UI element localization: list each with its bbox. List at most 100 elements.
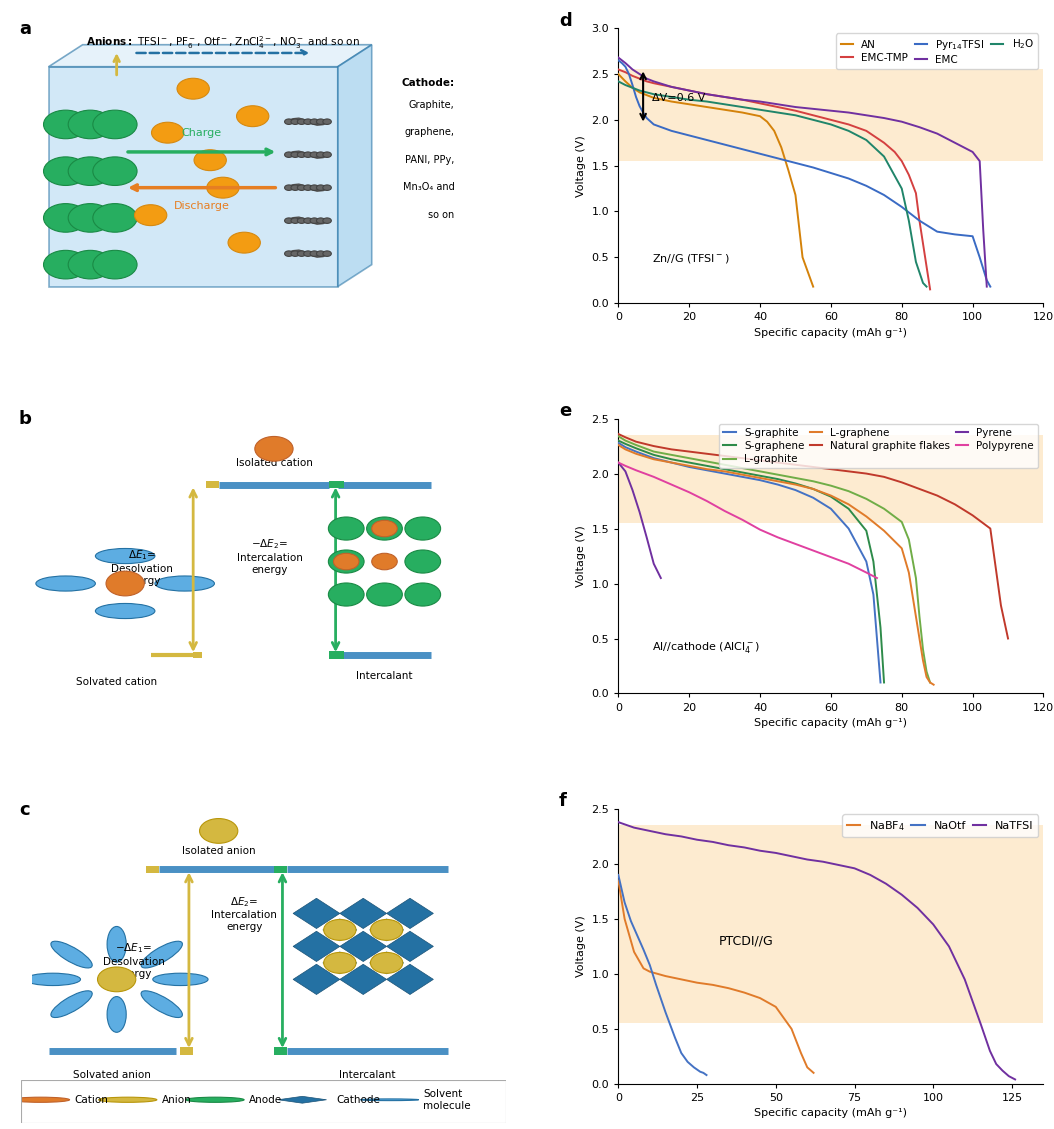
Text: graphene,: graphene, bbox=[405, 128, 454, 138]
Polygon shape bbox=[387, 899, 433, 928]
Ellipse shape bbox=[360, 1099, 418, 1101]
Circle shape bbox=[186, 1097, 245, 1102]
Circle shape bbox=[93, 111, 137, 139]
Circle shape bbox=[194, 150, 227, 170]
Circle shape bbox=[367, 517, 403, 540]
Polygon shape bbox=[339, 964, 387, 995]
Circle shape bbox=[297, 185, 306, 191]
Text: so on: so on bbox=[428, 210, 454, 220]
Legend: NaBF$_4$, NaOtf, NaTFSI: NaBF$_4$, NaOtf, NaTFSI bbox=[842, 814, 1038, 838]
Text: Cathode: Cathode bbox=[336, 1095, 380, 1105]
Bar bbox=[619, 825, 1043, 1023]
Ellipse shape bbox=[51, 991, 93, 1017]
Text: Δ$E_2$=
Intercalation
energy: Δ$E_2$= Intercalation energy bbox=[211, 895, 277, 931]
Text: Anion: Anion bbox=[161, 1095, 192, 1105]
Circle shape bbox=[199, 819, 238, 843]
Circle shape bbox=[99, 1097, 157, 1102]
Y-axis label: Voltage (V): Voltage (V) bbox=[575, 916, 586, 978]
Circle shape bbox=[316, 251, 325, 256]
Polygon shape bbox=[147, 866, 159, 873]
Text: Solvated cation: Solvated cation bbox=[76, 677, 157, 686]
Circle shape bbox=[69, 251, 113, 279]
Text: Mn₃O₄ and: Mn₃O₄ and bbox=[403, 182, 454, 192]
Circle shape bbox=[98, 968, 136, 991]
Circle shape bbox=[323, 251, 331, 256]
Polygon shape bbox=[370, 919, 404, 940]
Circle shape bbox=[291, 119, 299, 124]
Ellipse shape bbox=[96, 604, 155, 619]
Circle shape bbox=[329, 550, 364, 574]
Ellipse shape bbox=[36, 576, 96, 592]
Text: −Δ$E_2$=
Intercalation
energy: −Δ$E_2$= Intercalation energy bbox=[237, 537, 302, 575]
Circle shape bbox=[329, 517, 364, 540]
Circle shape bbox=[69, 157, 113, 185]
Circle shape bbox=[310, 119, 318, 124]
Polygon shape bbox=[323, 919, 357, 940]
Circle shape bbox=[207, 177, 239, 198]
Circle shape bbox=[177, 78, 210, 99]
Text: Solvated anion: Solvated anion bbox=[74, 1070, 152, 1080]
Polygon shape bbox=[370, 952, 404, 974]
Polygon shape bbox=[206, 481, 218, 489]
Circle shape bbox=[370, 919, 403, 940]
Ellipse shape bbox=[141, 942, 182, 968]
Circle shape bbox=[291, 251, 299, 256]
Polygon shape bbox=[337, 45, 372, 287]
Text: f: f bbox=[559, 793, 567, 811]
Circle shape bbox=[316, 218, 325, 224]
Bar bbox=[619, 70, 1043, 161]
Circle shape bbox=[372, 553, 397, 570]
Text: PANI, PPy,: PANI, PPy, bbox=[405, 155, 454, 165]
Circle shape bbox=[323, 152, 331, 157]
Text: Zn//G (TFSI$^-$): Zn//G (TFSI$^-$) bbox=[652, 252, 730, 264]
Circle shape bbox=[333, 553, 359, 570]
Circle shape bbox=[43, 111, 87, 139]
Circle shape bbox=[304, 185, 312, 191]
Ellipse shape bbox=[108, 997, 126, 1032]
Circle shape bbox=[285, 119, 293, 124]
Circle shape bbox=[370, 953, 403, 973]
Circle shape bbox=[297, 251, 306, 256]
Circle shape bbox=[69, 111, 113, 139]
Text: Anode: Anode bbox=[249, 1095, 282, 1105]
Circle shape bbox=[106, 571, 144, 596]
Polygon shape bbox=[387, 931, 433, 962]
Circle shape bbox=[297, 119, 306, 124]
Y-axis label: Voltage (V): Voltage (V) bbox=[575, 134, 586, 196]
Circle shape bbox=[405, 517, 441, 540]
Text: Cation: Cation bbox=[75, 1095, 109, 1105]
Text: d: d bbox=[559, 11, 571, 29]
Polygon shape bbox=[180, 1047, 193, 1054]
Circle shape bbox=[372, 520, 397, 536]
Text: b: b bbox=[19, 410, 32, 428]
Circle shape bbox=[152, 122, 183, 143]
Circle shape bbox=[324, 919, 356, 940]
Polygon shape bbox=[48, 67, 337, 287]
Ellipse shape bbox=[141, 991, 182, 1017]
Text: Isolated anion: Isolated anion bbox=[182, 846, 255, 856]
Circle shape bbox=[93, 203, 137, 233]
Circle shape bbox=[285, 185, 293, 191]
Circle shape bbox=[291, 185, 299, 191]
Circle shape bbox=[43, 251, 87, 279]
Legend: S-graphite, S-graphene, L-graphite, L-graphene, Natural graphite flakes, Pyrene,: S-graphite, S-graphene, L-graphite, L-gr… bbox=[719, 423, 1038, 469]
Circle shape bbox=[135, 204, 167, 226]
Polygon shape bbox=[274, 1047, 287, 1054]
Circle shape bbox=[304, 251, 312, 256]
Polygon shape bbox=[323, 952, 357, 974]
Circle shape bbox=[69, 203, 113, 233]
Circle shape bbox=[323, 119, 331, 124]
Text: $\mathbf{Anions:}$ TFSI$^-$, PF$_6^-$, Otf$^-$, ZnCl$_4^{2-}$, NO$_3^-$ and so o: $\mathbf{Anions:}$ TFSI$^-$, PF$_6^-$, O… bbox=[86, 34, 359, 51]
Text: c: c bbox=[19, 800, 30, 819]
Circle shape bbox=[367, 583, 403, 606]
Circle shape bbox=[93, 251, 137, 279]
Text: Graphite,: Graphite, bbox=[409, 99, 454, 110]
Ellipse shape bbox=[25, 973, 80, 986]
Ellipse shape bbox=[51, 942, 93, 968]
Circle shape bbox=[310, 185, 318, 191]
Y-axis label: Voltage (V): Voltage (V) bbox=[575, 525, 586, 587]
Circle shape bbox=[285, 251, 293, 256]
Circle shape bbox=[405, 583, 441, 606]
Circle shape bbox=[316, 185, 325, 191]
Text: Isolated cation: Isolated cation bbox=[235, 458, 312, 469]
